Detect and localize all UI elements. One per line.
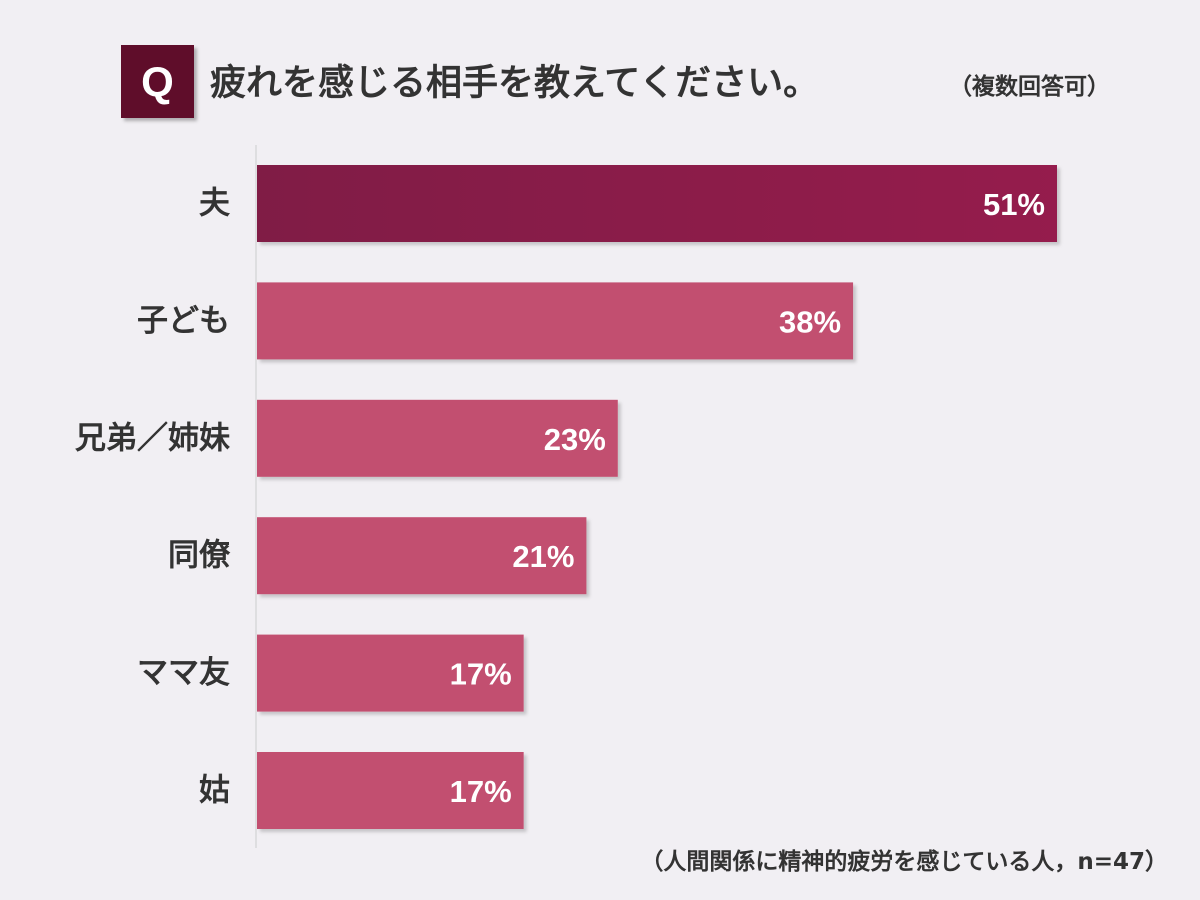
bar-value-label: 17% [450, 657, 512, 692]
category-label: 兄弟／姉妹 [75, 420, 230, 456]
bar-value-label: 17% [450, 774, 512, 809]
bar [257, 634, 524, 712]
bar [257, 517, 587, 595]
question-badge [121, 45, 194, 118]
bar [257, 165, 1057, 242]
chart-header: Q 疲れを感じる相手を教えてください。 （複数回答可） [121, 45, 1110, 118]
category-label: 姑 [199, 773, 230, 809]
bars-group [257, 165, 1057, 829]
category-label: 子ども [137, 303, 230, 339]
bar-value-label: 23% [544, 422, 606, 457]
bar [257, 752, 524, 829]
bar-value-label: 51% [983, 187, 1045, 222]
bar-value-label: 21% [512, 539, 574, 574]
chart-title: 疲れを感じる相手を教えてください。 [210, 63, 819, 104]
question-badge-letter: Q [141, 59, 174, 106]
chart-title-note: （複数回答可） [949, 73, 1110, 100]
value-labels-group: 51% 38% 23% 21% 17% 17% [450, 187, 1045, 809]
category-label: 同僚 [168, 538, 231, 574]
bar-value-label: 38% [779, 304, 841, 339]
category-label: 夫 [199, 186, 231, 222]
chart-footnote: （人間関係に精神的疲労を感じている人，n=47） [640, 848, 1168, 875]
bar [257, 282, 854, 360]
category-label: ママ友 [137, 655, 230, 691]
bar [257, 399, 618, 477]
